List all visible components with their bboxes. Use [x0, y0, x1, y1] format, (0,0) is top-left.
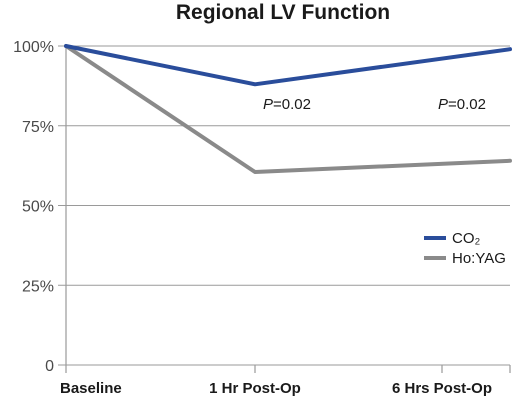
- series-line-1: [64, 44, 512, 174]
- series-lines: [64, 44, 512, 174]
- y-tick-label: 100%: [13, 39, 54, 56]
- annotations: P=0.02 P=0.02: [263, 96, 486, 113]
- legend-label: CO₂: [452, 230, 481, 247]
- series-line-0: [64, 44, 512, 87]
- y-tick-label: 50%: [22, 199, 54, 216]
- gridlines: [58, 45, 511, 373]
- y-tick-label: 75%: [22, 119, 54, 136]
- x-tick-label: 1 Hr Post-Op: [209, 380, 301, 397]
- x-tick-label: Baseline: [60, 380, 122, 397]
- y-tick-label: 0: [45, 358, 54, 375]
- p-symbol: P: [438, 96, 448, 113]
- p-value-annotation: P=0.02: [438, 96, 486, 113]
- y-axis-ticks: 0 25% 50% 75% 100%: [13, 39, 54, 375]
- p-symbol: P: [263, 96, 273, 113]
- x-tick-label: 6 Hrs Post-Op: [392, 380, 492, 397]
- y-tick-label: 25%: [22, 278, 54, 295]
- x-axis-ticks: Baseline 1 Hr Post-Op 6 Hrs Post-Op: [60, 380, 492, 397]
- p-value: =0.02: [448, 96, 486, 113]
- legend: CO₂ Ho:YAG: [424, 230, 506, 267]
- legend-label: Ho:YAG: [452, 250, 506, 267]
- p-value-annotation: P=0.02: [263, 96, 311, 113]
- chart-title: Regional LV Function: [176, 1, 390, 24]
- p-value: =0.02: [273, 96, 311, 113]
